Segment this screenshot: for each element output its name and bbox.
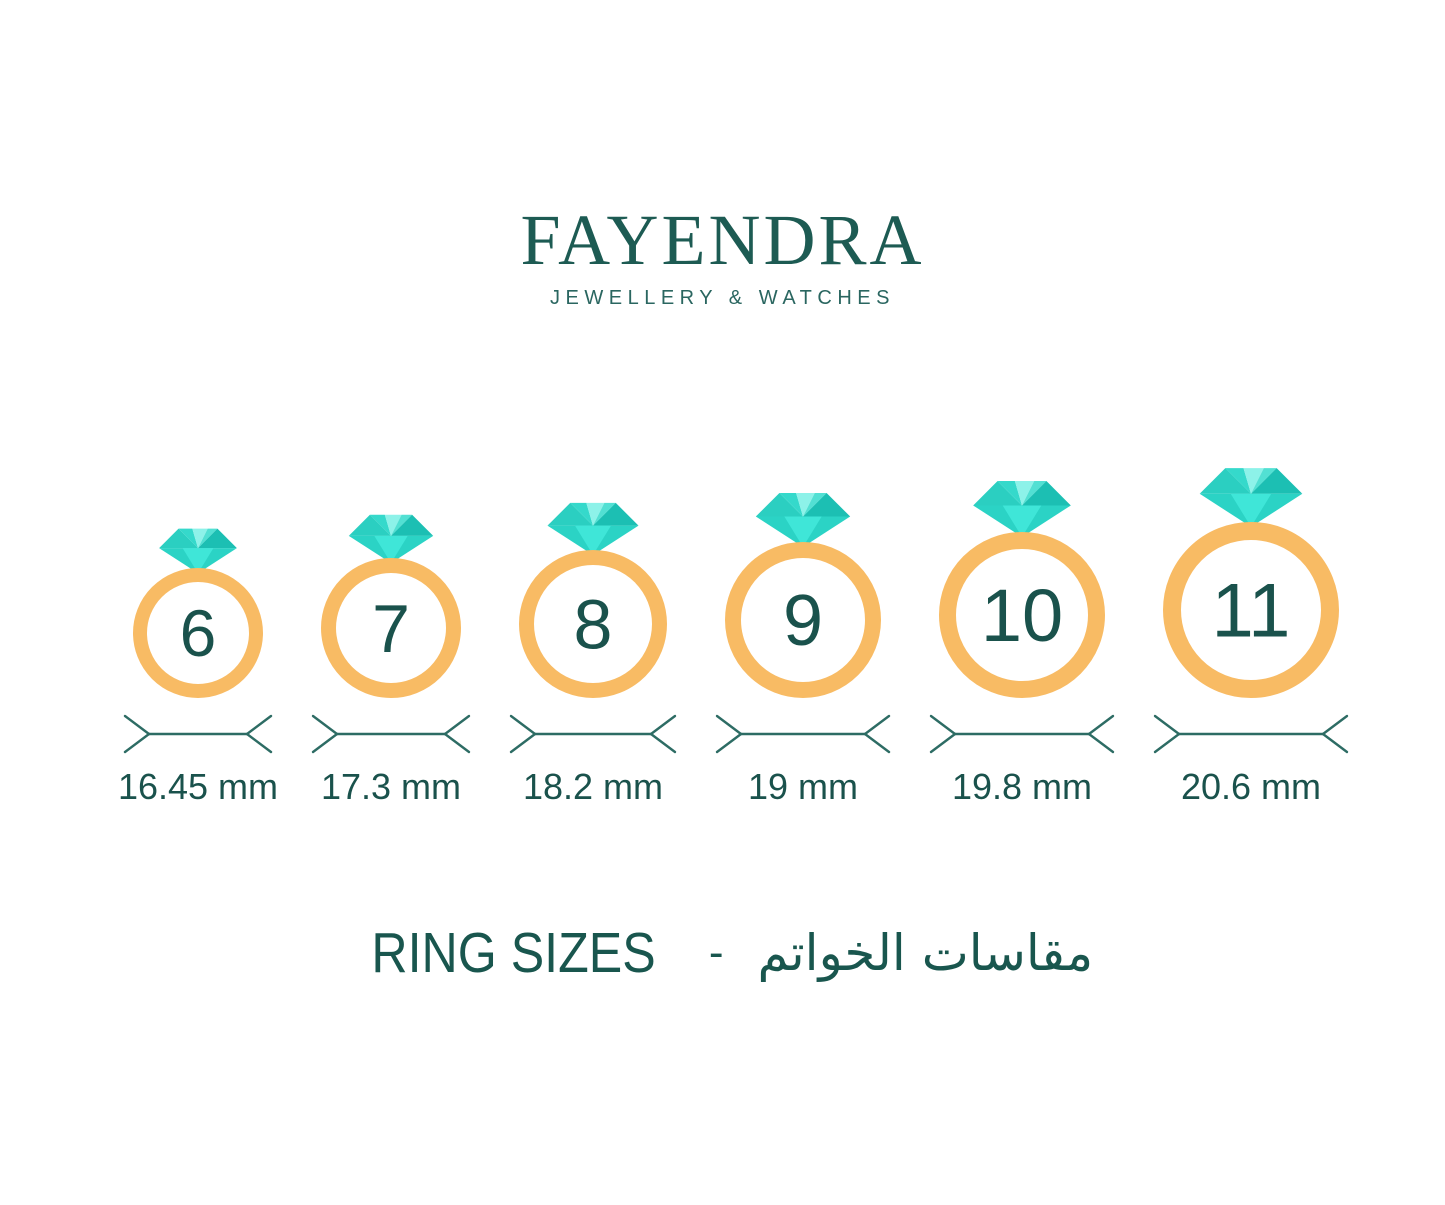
ring-band <box>725 542 881 698</box>
ring-band <box>1163 522 1339 698</box>
ring-with-diamond-icon: 9 <box>725 492 881 698</box>
diamond-icon <box>159 528 237 574</box>
chart-title-latin: RING SIZES <box>371 921 656 985</box>
ring-column-size-8: 8 18.2 mm <box>509 501 677 807</box>
rings-row: 6 16.45 mm 7 <box>0 466 1445 807</box>
ring-with-diamond-icon: 10 <box>939 481 1105 698</box>
ring-size-number: 11 <box>1212 569 1291 654</box>
ring-with-diamond-icon: 8 <box>519 502 667 698</box>
chart-title: RING SIZES - مقاسات الخواتم <box>0 920 1445 986</box>
diamond-icon <box>1199 468 1303 527</box>
ring-band <box>321 558 461 698</box>
ring-with-diamond-icon: 11 <box>1163 468 1339 698</box>
diamond-icon <box>547 502 639 556</box>
brand-logo: FAYENDRA <box>520 200 925 280</box>
chart-title-separator: - <box>708 928 724 977</box>
dimension-arrow-icon <box>311 714 471 754</box>
brand-tagline: JEWELLERY & WATCHES <box>550 287 895 309</box>
ring-diameter-label: 20.6 mm <box>1180 766 1322 807</box>
ring-band <box>519 550 667 698</box>
ring-size-number: 10 <box>981 574 1063 657</box>
ring-size-number: 9 <box>783 581 823 661</box>
ring-size-number: 6 <box>180 596 217 670</box>
diamond-icon <box>973 481 1071 537</box>
dimension-arrow-icon <box>929 714 1115 754</box>
ring-diameter-label: 19 mm <box>747 766 859 807</box>
ring-with-diamond-icon: 7 <box>321 514 461 698</box>
ring-column-size-10: 10 19.8 mm <box>929 479 1115 807</box>
ring-column-size-6: 6 16.45 mm <box>118 527 278 807</box>
dimension-arrow-icon <box>715 714 891 754</box>
diamond-icon <box>755 492 851 548</box>
brand-header: FAYENDRA JEWELLERY & WATCHES <box>0 204 1445 310</box>
ring-diameter-label: 18.2 mm <box>522 766 664 807</box>
ring-diameter-label: 19.8 mm <box>951 766 1093 807</box>
ring-column-size-7: 7 17.3 mm <box>311 513 471 807</box>
ring-size-number: 8 <box>574 586 613 664</box>
ring-with-diamond-icon: 6 <box>133 528 263 698</box>
chart-title-arabic: مقاسات الخواتم <box>757 924 1094 982</box>
dimension-arrow-icon <box>1153 714 1349 754</box>
ring-band <box>939 532 1105 698</box>
ring-diameter-label: 16.45 mm <box>117 766 279 807</box>
ring-band <box>133 568 263 698</box>
diamond-icon <box>348 514 434 564</box>
dimension-arrow-icon <box>123 714 273 754</box>
dimension-arrow-icon <box>509 714 677 754</box>
ring-diameter-label: 17.3 mm <box>320 766 462 807</box>
ring-size-number: 7 <box>372 591 410 667</box>
ring-column-size-11: 11 20.6 mm <box>1153 466 1349 807</box>
ring-column-size-9: 9 19 mm <box>715 491 891 807</box>
